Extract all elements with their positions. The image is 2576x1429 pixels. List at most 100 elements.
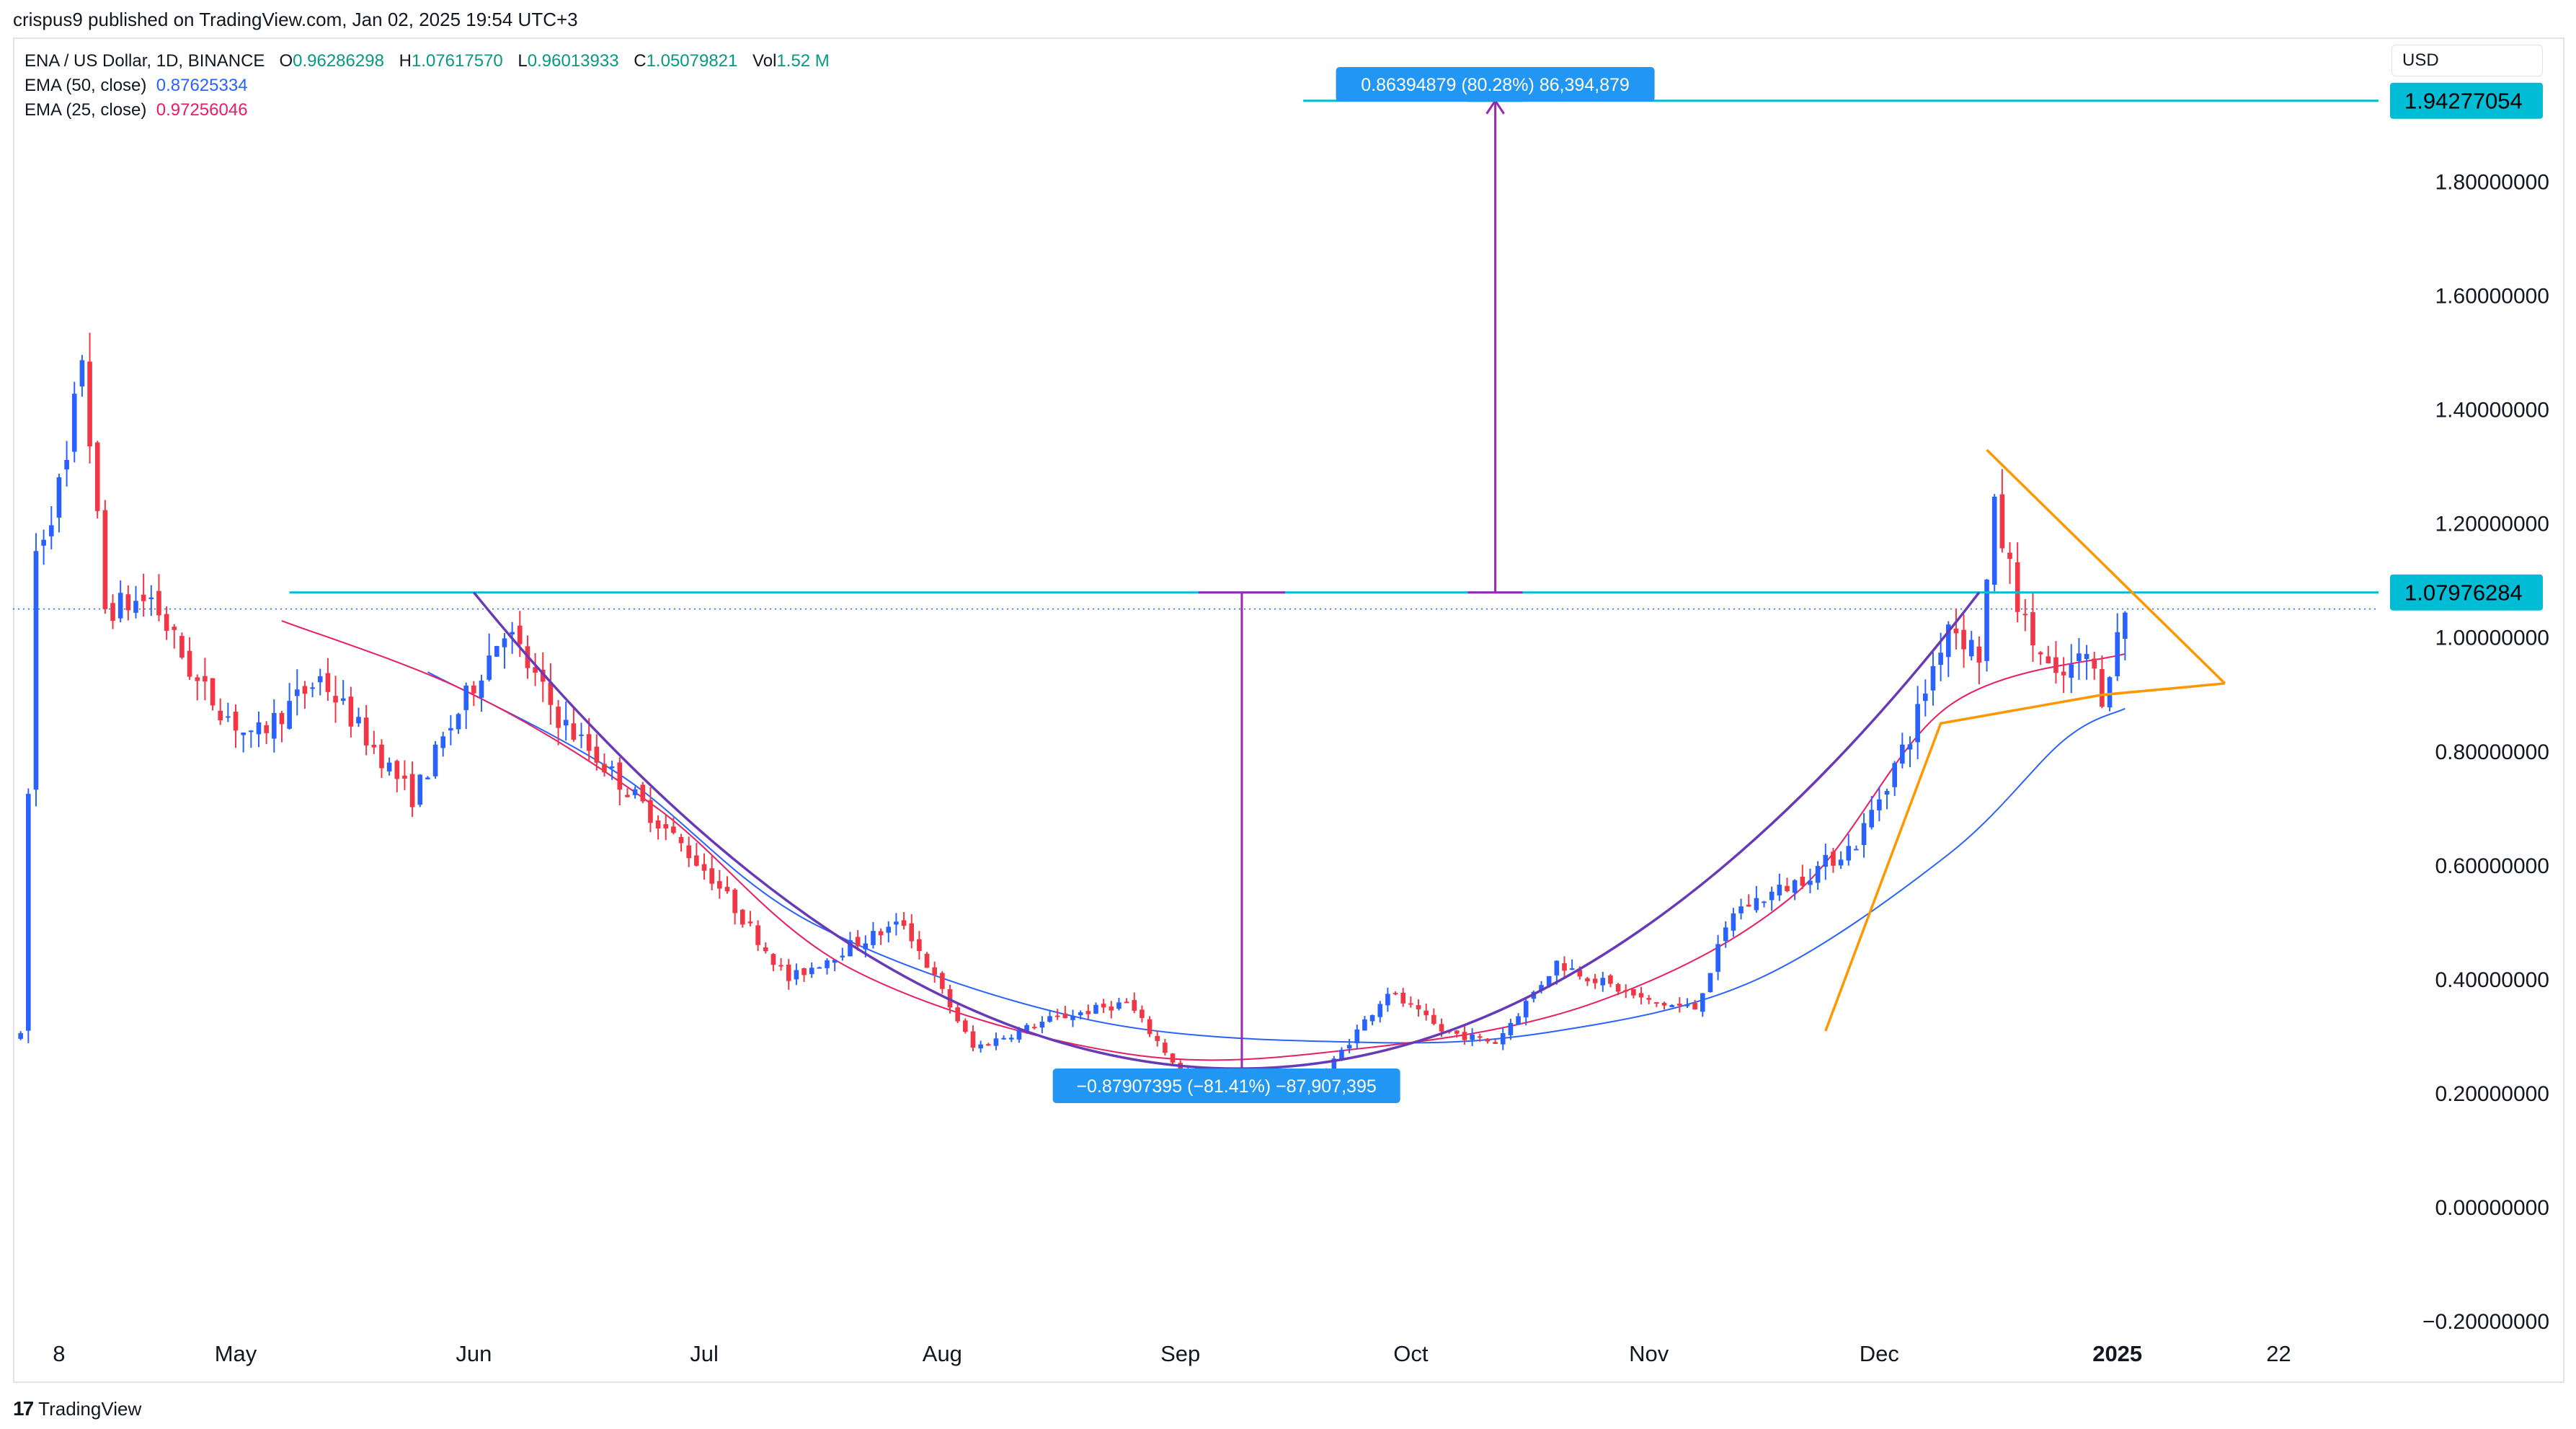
candle-body [1408, 1003, 1413, 1005]
ema-layer [281, 620, 2126, 1061]
candle-body [363, 717, 369, 746]
candle-body [1900, 744, 1905, 764]
candle-body [586, 734, 592, 751]
candle-body [1762, 901, 1767, 903]
legend-low-value: 0.96013933 [527, 51, 619, 71]
candle-body [18, 1032, 23, 1039]
candle-body [1554, 960, 1560, 975]
candle-body [2092, 658, 2097, 669]
pennant-lower-trendline[interactable] [1824, 682, 2226, 1032]
ema25-line [281, 620, 2126, 1061]
candle-body [1638, 993, 1644, 998]
candle-body [141, 594, 146, 601]
candle-body [617, 762, 623, 790]
candle-body [1869, 810, 1875, 828]
candle-body [1416, 1005, 1421, 1009]
candle-body [2030, 612, 2035, 646]
measure-up-label-text: 0.86394879 (80.28%) 86,394,879 [1361, 75, 1630, 95]
candle-body [602, 764, 607, 773]
candle-body [1945, 624, 1951, 658]
candle-body [494, 645, 499, 657]
tradingview-logo-icon: 17 [13, 1397, 34, 1420]
candle-body [325, 673, 331, 692]
candle-body [970, 1031, 976, 1048]
legend-ohlc-row: ENA / US Dollar, 1D, BINANCE O0.96286298… [25, 49, 840, 74]
candle-body [978, 1044, 983, 1049]
candle-body [1493, 1042, 1498, 1044]
ema50-line [427, 671, 2126, 1044]
candle-body [1109, 1007, 1114, 1011]
candle-body [1892, 763, 1897, 787]
candle-body [1439, 1024, 1444, 1032]
candle-body [1101, 1004, 1106, 1008]
candle-body [1155, 1035, 1160, 1041]
candle-body [1661, 1002, 1667, 1006]
candle-body [64, 459, 69, 470]
y-tick-label: 0.80000000 [2435, 740, 2550, 764]
candle-body [1785, 885, 1790, 891]
candle-body [1393, 993, 1398, 995]
candle-body [1362, 1019, 1367, 1031]
legend-symbol[interactable]: ENA / US Dollar, 1D, BINANCE [25, 51, 265, 71]
candle-body [671, 826, 676, 833]
x-tick-label: 2025 [2092, 1341, 2142, 1366]
y-tick-label: 1.00000000 [2435, 627, 2550, 650]
candle-body [417, 774, 423, 805]
candle-body [125, 594, 131, 611]
candle-body [356, 717, 361, 724]
candle-body [1070, 1016, 1075, 1020]
candle-body [1592, 978, 1598, 983]
candle-body [79, 360, 85, 387]
candle-body [1923, 693, 1928, 702]
candle-body [2015, 562, 2020, 612]
candle-body [801, 968, 807, 975]
candle-body [1700, 993, 1705, 1012]
candle-body [1400, 992, 1406, 1004]
candle-body [1170, 1053, 1176, 1063]
candle-body [1831, 851, 1836, 866]
legend-ema50-label: EMA (50, close) [25, 76, 147, 95]
candle-body [1062, 1013, 1068, 1019]
pennant-upper-trendline[interactable] [1986, 448, 2226, 685]
price-badge-box [2390, 574, 2543, 611]
candle-body [579, 734, 584, 736]
candle-body [678, 837, 684, 844]
candle-body [840, 955, 845, 957]
candle-body [917, 939, 922, 952]
candle-body [48, 525, 54, 536]
cup-pattern-curve[interactable] [472, 591, 1981, 1070]
candle-body [1124, 1001, 1129, 1004]
footer-brand[interactable]: 17 TradingView [13, 1397, 141, 1420]
candle-body [348, 696, 354, 727]
currency-selector[interactable]: USD [2391, 45, 2543, 76]
candle-body [479, 680, 484, 698]
measure-down-label-text: −0.87907395 (−81.41%) −87,907,395 [1076, 1076, 1376, 1097]
candle-body [1078, 1012, 1083, 1016]
candle-body [694, 855, 699, 866]
candle-body [701, 864, 707, 871]
candle-body [279, 712, 285, 725]
candle-body [502, 638, 507, 647]
legend-ema50-row[interactable]: EMA (50, close) 0.87625334 [25, 74, 840, 98]
x-tick-label: Jul [690, 1341, 719, 1366]
candle-body [1024, 1025, 1029, 1032]
candle-body [1800, 876, 1806, 886]
candle-body [2007, 552, 2012, 559]
legend-ema25-row[interactable]: EMA (25, close) 0.97256046 [25, 98, 840, 123]
candle-body [287, 701, 292, 729]
candle-body [264, 725, 269, 733]
candle-body [233, 712, 239, 731]
candle-body [1093, 1004, 1098, 1014]
candle-body [1823, 854, 1829, 867]
candle-layer [18, 332, 2128, 1092]
candle-body [778, 965, 783, 967]
candle-body [924, 953, 930, 968]
candle-body [1968, 640, 1974, 657]
candle-body [1569, 968, 1575, 970]
candle-body [632, 789, 638, 795]
candle-body [963, 1020, 968, 1032]
candle-body [640, 784, 646, 802]
candle-body [172, 627, 177, 630]
candle-body [1953, 628, 1959, 634]
